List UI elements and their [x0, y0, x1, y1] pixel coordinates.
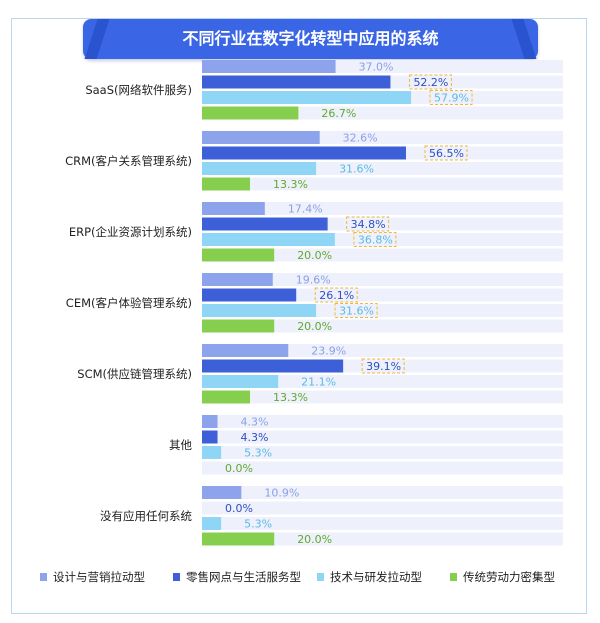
bar: [202, 177, 251, 191]
highlight-box: [346, 216, 390, 232]
data-label: 5.3%: [244, 518, 272, 531]
bar: [202, 446, 222, 459]
bar-track: [202, 202, 563, 215]
data-label: 31.6%: [339, 163, 374, 176]
bar: [202, 217, 328, 231]
highlight-box: [353, 232, 397, 247]
data-label: 31.6%: [339, 305, 374, 318]
data-label: 0.0%: [225, 462, 253, 475]
bar: [202, 390, 251, 404]
data-label: 26.7%: [321, 107, 356, 120]
data-label: 5.3%: [244, 447, 272, 460]
category-label: SaaS(网络软件服务): [85, 83, 192, 97]
bar: [202, 517, 222, 530]
legend-swatch: [40, 573, 47, 581]
bar-track: [202, 486, 563, 499]
bar-track: [202, 273, 563, 286]
legend-label: 零售网点与生活服务型: [186, 570, 301, 584]
bar: [202, 288, 297, 302]
bar: [202, 202, 265, 215]
data-label: 10.9%: [264, 487, 299, 500]
data-label: 0.0%: [225, 502, 253, 515]
data-label: 21.1%: [301, 376, 336, 389]
bar: [202, 233, 335, 246]
bar-track: [202, 319, 563, 333]
bar: [202, 359, 344, 373]
data-label: 23.9%: [311, 345, 346, 358]
title-banner: 不同行业在数字化转型中应用的系统: [83, 19, 538, 59]
bar: [202, 162, 317, 175]
bar: [202, 75, 391, 89]
data-label: 20.0%: [297, 533, 332, 546]
highlight-box: [424, 145, 468, 161]
bar: [202, 248, 275, 262]
data-label: 57.9%: [434, 92, 469, 105]
bar: [202, 131, 320, 144]
bar-track: [202, 430, 563, 444]
bar: [202, 273, 273, 286]
legend-label: 设计与营销拉动型: [53, 570, 145, 584]
bar-track: [202, 461, 563, 475]
data-label: 39.1%: [366, 360, 401, 373]
bar-track: [202, 501, 563, 515]
highlight-box: [314, 287, 358, 303]
data-label: 19.6%: [296, 274, 331, 287]
bar-track: [202, 415, 563, 428]
bar-track: [202, 390, 563, 404]
category-label: 其他: [169, 438, 192, 452]
data-label: 26.1%: [319, 289, 354, 302]
highlight-box: [361, 358, 405, 374]
bar: [202, 106, 299, 120]
category-label: ERP(企业资源计划系统): [69, 225, 192, 239]
bar-track: [202, 344, 563, 357]
data-label: 4.3%: [241, 431, 269, 444]
bar-track: [202, 375, 563, 388]
legend-label: 传统劳动力密集型: [463, 570, 555, 584]
bar-track: [202, 532, 563, 546]
category-label: CRM(客户关系管理系统): [65, 154, 192, 168]
category-label: SCM(供应链管理系统): [77, 367, 192, 381]
data-label: 4.3%: [241, 416, 269, 429]
bar-track: [202, 517, 563, 530]
data-label: 52.2%: [413, 76, 448, 89]
data-label: 13.3%: [273, 178, 308, 191]
legend-swatch: [317, 573, 324, 581]
highlight-box: [429, 90, 473, 105]
bar: [202, 60, 336, 73]
bar: [202, 430, 218, 444]
bar-track: [202, 177, 563, 191]
bar-track: [202, 446, 563, 459]
data-label: 17.4%: [288, 203, 323, 216]
data-label: 20.0%: [297, 249, 332, 262]
data-label: 34.8%: [351, 218, 386, 231]
highlight-box: [408, 74, 452, 90]
legend-swatch: [173, 573, 180, 581]
bar: [202, 146, 406, 160]
data-label: 20.0%: [297, 320, 332, 333]
bar: [202, 304, 317, 317]
legend-label: 技术与研发拉动型: [330, 570, 422, 584]
legend: 设计与营销拉动型 零售网点与生活服务型 技术与研发拉动型 传统劳动力密集型: [40, 569, 580, 585]
bar: [202, 415, 218, 428]
bar: [202, 344, 289, 357]
data-label: 37.0%: [359, 61, 394, 74]
chart-title: 不同行业在数字化转型中应用的系统: [182, 29, 439, 48]
bar-track: [202, 248, 563, 262]
data-label: 36.8%: [358, 234, 393, 247]
legend-swatch: [450, 573, 457, 581]
data-label: 56.5%: [429, 147, 464, 160]
data-label: 32.6%: [343, 132, 378, 145]
bar: [202, 319, 275, 333]
bar: [202, 91, 412, 104]
bar: [202, 375, 279, 388]
bar: [202, 532, 275, 546]
category-label: 没有应用任何系统: [100, 509, 192, 523]
highlight-box: [334, 303, 378, 318]
category-label: CEM(客户体验管理系统): [66, 296, 192, 310]
bar: [202, 486, 242, 499]
data-label: 13.3%: [273, 391, 308, 404]
